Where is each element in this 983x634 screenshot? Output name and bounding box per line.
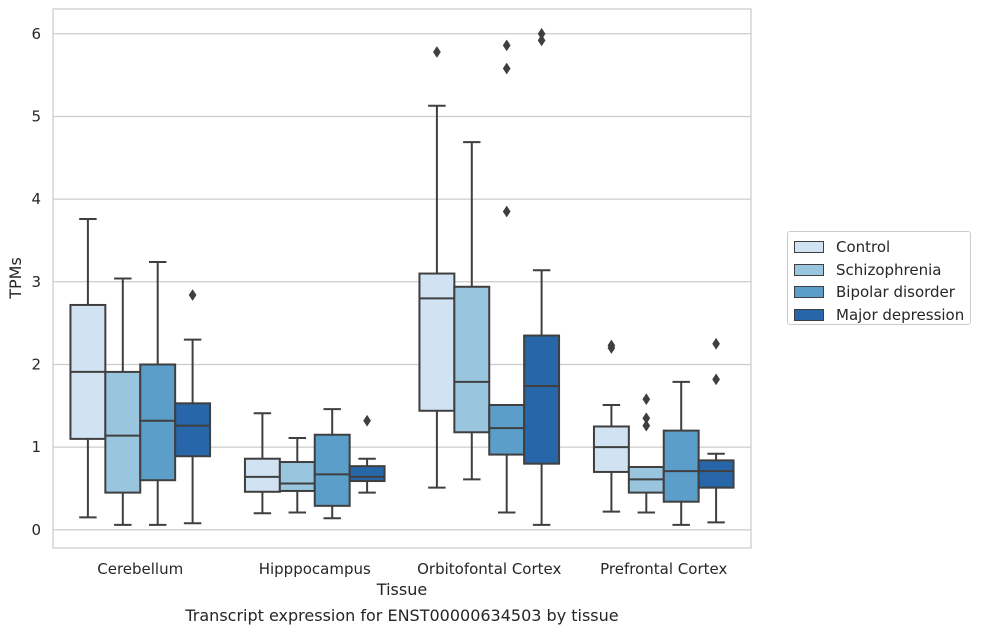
y-tick-label: 4: [31, 190, 41, 208]
box-3-1: [627, 393, 665, 514]
figure-caption: Transcript expression for ENST0000063450…: [185, 606, 619, 625]
box-iqr: [139, 363, 177, 482]
outlier-point: [537, 27, 546, 40]
y-tick-label: 1: [31, 438, 41, 456]
box-2-2: [488, 39, 526, 514]
box-iqr: [348, 465, 386, 483]
y-tick-label: 3: [31, 273, 41, 291]
outlier-point: [537, 34, 546, 47]
y-tick-label: 2: [31, 355, 41, 373]
legend-item: Bipolar disorder: [792, 281, 970, 304]
legend-label: Bipolar disorder: [836, 283, 955, 302]
legend-label: Schizophrenia: [836, 260, 942, 279]
plot-area-frame: [52, 8, 752, 549]
legend-item: Control: [792, 236, 970, 259]
outlier-point: [188, 289, 197, 301]
box-2-1: [453, 141, 491, 481]
outlier-point: [502, 39, 511, 52]
box-iqr: [104, 370, 142, 494]
x-axis-label: Tissue: [376, 580, 427, 599]
box-2-0: [418, 46, 456, 489]
box-3-3: [697, 337, 735, 524]
outlier-point: [712, 337, 720, 350]
x-tick-label: Cerebellum: [97, 560, 183, 578]
box-iqr: [453, 285, 491, 434]
legend-label: Control: [836, 238, 891, 257]
box-iqr: [697, 459, 735, 489]
legend-swatch: [794, 241, 824, 254]
x-tick-label: Orbitofontal Cortex: [417, 560, 561, 578]
box-3-2: [662, 380, 700, 526]
y-tick-label: 5: [31, 107, 41, 125]
outlier-point: [642, 419, 651, 432]
legend-swatch: [794, 286, 824, 299]
box-iqr: [592, 425, 630, 473]
x-tick-labels: Cerebellum Hipppocampus Orbitofontal Corte…: [97, 560, 727, 578]
box-1-2: [313, 408, 351, 520]
outlier-point: [712, 373, 720, 386]
legend-label: Major depression: [836, 305, 965, 324]
box-iqr: [418, 272, 456, 412]
box-1-0: [243, 412, 281, 515]
legend-item: Major depression: [792, 304, 970, 327]
box-iqr: [313, 433, 351, 507]
outlier-point: [502, 205, 511, 218]
box-iqr: [174, 402, 212, 458]
legend-swatch: [794, 308, 824, 321]
y-tick-label: 6: [31, 25, 41, 43]
outlier-point: [433, 46, 441, 58]
y-tick-labels: 0 1 2 3 4 5 6: [31, 25, 41, 539]
box-iqr: [278, 461, 316, 492]
outlier-point: [642, 412, 651, 425]
outlier-point: [642, 393, 651, 406]
box-iqr: [488, 403, 526, 456]
box-0-3: [174, 289, 212, 525]
box-1-1: [278, 437, 316, 514]
outlier-point: [363, 414, 371, 427]
box-0-0: [69, 217, 107, 519]
y-tick-label: 0: [31, 521, 41, 539]
outlier-point: [607, 339, 616, 352]
y-axis-label: TPMs: [6, 257, 25, 300]
box-2-3: [523, 27, 561, 526]
outlier-point: [502, 62, 511, 75]
box-3-0: [592, 339, 630, 513]
box-iqr: [243, 457, 281, 493]
legend-swatch: [794, 263, 824, 276]
legend-item: Schizophrenia: [792, 259, 970, 282]
x-tick-label: Prefrontal Cortex: [600, 560, 727, 578]
box-iqr: [662, 429, 700, 503]
x-tick-label: Hipppocampus: [259, 560, 371, 578]
box-0-2: [139, 260, 177, 526]
box-1-3: [348, 414, 386, 494]
legend: Control Schizophrenia Bipolar disorder Majo…: [787, 231, 971, 325]
box-0-1: [104, 277, 142, 526]
boxes: [69, 27, 735, 526]
box-iqr: [523, 334, 561, 465]
